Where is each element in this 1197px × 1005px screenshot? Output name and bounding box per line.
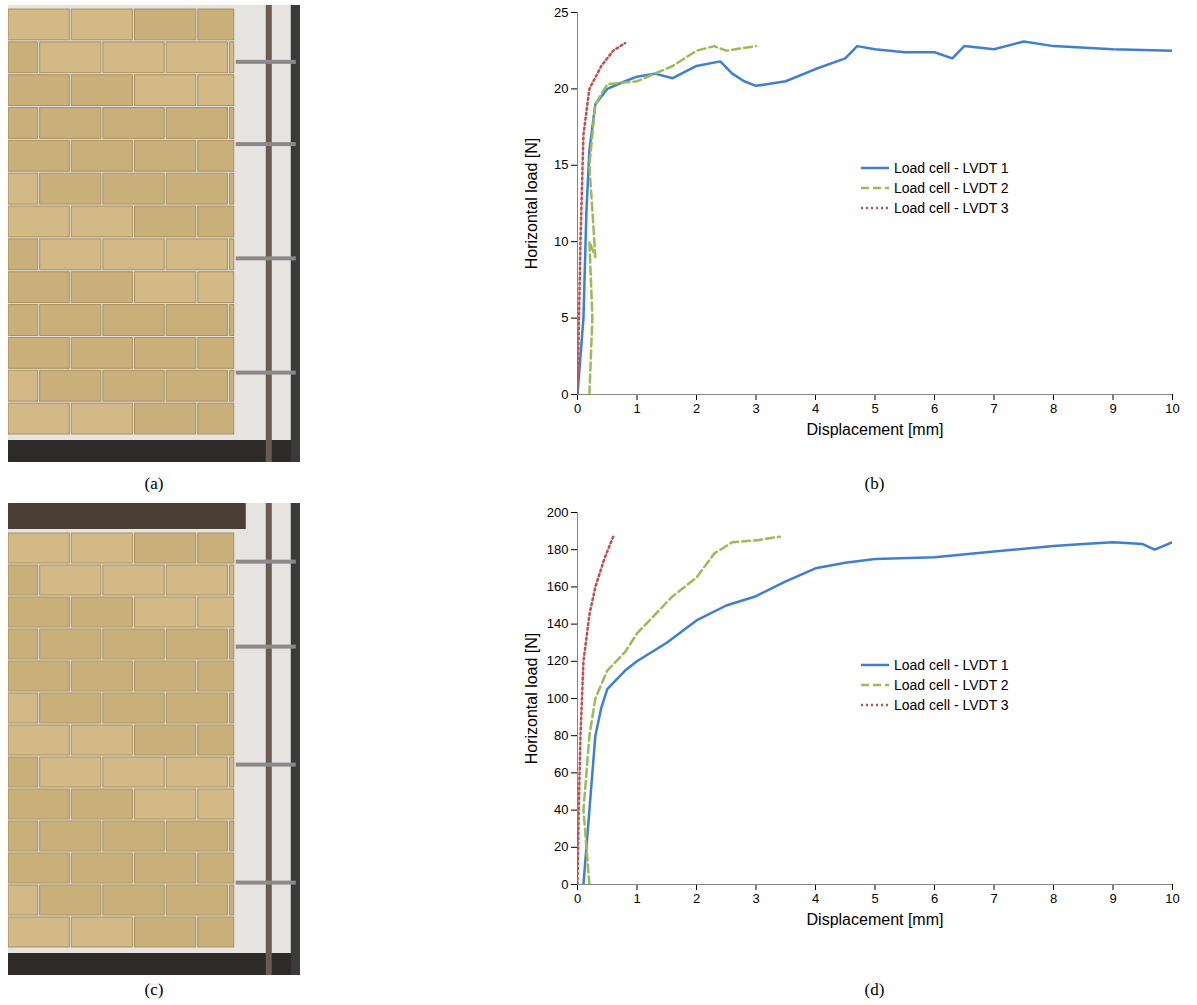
- svg-text:160: 160: [547, 579, 569, 594]
- svg-text:8: 8: [1050, 401, 1057, 416]
- svg-text:10: 10: [554, 234, 568, 249]
- html-text:Load cell - LVDT 2: Load cell - LVDT 2: [894, 180, 1009, 197]
- svg-text:0: 0: [574, 891, 581, 906]
- svg-text:10: 10: [1165, 401, 1179, 416]
- svg-text:20: 20: [554, 839, 568, 854]
- svg-text:3: 3: [752, 891, 759, 906]
- html-text:(d): (d): [864, 980, 885, 999]
- svg-text:Displacement [mm]: Displacement [mm]: [807, 421, 944, 438]
- svg-text:5: 5: [561, 310, 568, 325]
- svg-text:8: 8: [1050, 891, 1057, 906]
- svg-text:140: 140: [547, 616, 569, 631]
- svg-text:7: 7: [990, 891, 997, 906]
- svg-text:180: 180: [547, 542, 569, 557]
- svg-text:100: 100: [547, 691, 569, 706]
- html-text:Load cell - LVDT 1: Load cell - LVDT 1: [894, 656, 1009, 673]
- svg-text:6: 6: [931, 891, 938, 906]
- svg-text:15: 15: [554, 157, 568, 172]
- svg-text:1: 1: [633, 401, 640, 416]
- html-text:Load cell - LVDT 1: Load cell - LVDT 1: [894, 160, 1009, 177]
- svg-text:Displacement [mm]: Displacement [mm]: [807, 911, 944, 928]
- svg-text:10: 10: [1165, 891, 1179, 906]
- html-text:Load cell - LVDT 2: Load cell - LVDT 2: [894, 676, 1009, 693]
- svg-text:0: 0: [561, 387, 568, 402]
- svg-text:4: 4: [812, 401, 819, 416]
- html-text:(c): (c): [144, 980, 164, 999]
- svg-text:200: 200: [547, 505, 569, 520]
- svg-text:80: 80: [554, 728, 568, 743]
- svg-text:25: 25: [554, 5, 568, 20]
- svg-text:0: 0: [561, 877, 568, 892]
- svg-text:Horizontal load [N]: Horizontal load [N]: [523, 633, 540, 765]
- svg-text:20: 20: [554, 81, 568, 96]
- svg-text:5: 5: [871, 891, 878, 906]
- svg-text:6: 6: [931, 401, 938, 416]
- html-text:Load cell - LVDT 3: Load cell - LVDT 3: [894, 696, 1009, 713]
- html-text:Load cell - LVDT 3: Load cell - LVDT 3: [894, 200, 1009, 217]
- svg-text:120: 120: [547, 653, 569, 668]
- svg-text:Horizontal load [N]: Horizontal load [N]: [523, 138, 540, 270]
- svg-text:5: 5: [871, 401, 878, 416]
- svg-text:2: 2: [693, 891, 700, 906]
- svg-text:9: 9: [1109, 401, 1116, 416]
- svg-text:60: 60: [554, 765, 568, 780]
- svg-text:40: 40: [554, 802, 568, 817]
- svg-text:4: 4: [812, 891, 819, 906]
- svg-text:7: 7: [990, 401, 997, 416]
- svg-text:2: 2: [693, 401, 700, 416]
- html-text:(b): (b): [864, 474, 885, 493]
- svg-text:0: 0: [574, 401, 581, 416]
- svg-text:9: 9: [1109, 891, 1116, 906]
- svg-text:3: 3: [752, 401, 759, 416]
- svg-text:1: 1: [633, 891, 640, 906]
- html-text:(a): (a): [144, 474, 164, 493]
